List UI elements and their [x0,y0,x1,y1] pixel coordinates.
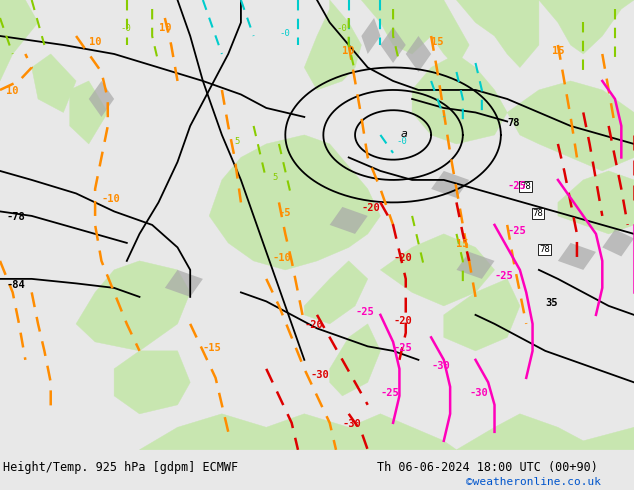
Text: 15: 15 [456,240,469,249]
Polygon shape [431,0,469,68]
Text: Height/Temp. 925 hPa [gdpm] ECMWF: Height/Temp. 925 hPa [gdpm] ECMWF [3,462,238,474]
Polygon shape [431,171,469,198]
Polygon shape [330,207,368,234]
Polygon shape [209,135,380,270]
Text: 78: 78 [533,209,543,218]
Text: -25: -25 [355,307,374,317]
Polygon shape [456,414,634,450]
Polygon shape [165,270,203,297]
Text: Th 06-06-2024 18:00 UTC (00+90): Th 06-06-2024 18:00 UTC (00+90) [377,462,598,474]
Text: -20: -20 [304,320,323,330]
Polygon shape [304,261,368,324]
Text: -25: -25 [507,181,526,191]
Polygon shape [412,54,507,144]
Polygon shape [361,18,380,54]
Polygon shape [361,0,444,54]
Polygon shape [330,324,380,396]
Text: -0: -0 [279,29,290,38]
Polygon shape [380,27,406,63]
Text: 78: 78 [520,182,531,191]
Text: -15: -15 [203,343,222,353]
Polygon shape [89,81,114,117]
Text: a: a [401,129,408,139]
Polygon shape [0,0,38,81]
Text: -78: -78 [6,212,25,222]
Polygon shape [456,0,539,68]
Polygon shape [444,279,520,351]
Text: -20: -20 [393,316,412,326]
Text: 10: 10 [6,86,19,97]
Polygon shape [304,0,361,90]
Polygon shape [32,54,76,113]
Polygon shape [0,0,19,45]
Text: -20: -20 [393,253,412,263]
Text: 10: 10 [158,24,171,33]
Polygon shape [406,36,431,72]
Polygon shape [139,414,456,450]
Text: -30: -30 [342,419,361,429]
Text: 35: 35 [545,298,558,308]
Text: 15: 15 [552,46,564,56]
Polygon shape [602,229,634,256]
Text: ©weatheronline.co.uk: ©weatheronline.co.uk [466,477,601,487]
Text: -30: -30 [431,361,450,371]
Text: 78: 78 [539,245,550,254]
Polygon shape [380,234,495,306]
Polygon shape [76,261,190,351]
Text: -25: -25 [495,271,514,281]
Text: 5: 5 [273,173,278,182]
Text: -10: -10 [101,195,120,204]
Text: -0: -0 [396,137,407,146]
Polygon shape [558,243,596,270]
Text: 5: 5 [235,137,240,146]
Text: -0: -0 [336,24,347,33]
Text: -25: -25 [393,343,412,353]
Text: -0: -0 [120,24,131,33]
Polygon shape [70,81,108,144]
Polygon shape [558,171,634,234]
Polygon shape [539,0,634,54]
Text: 15: 15 [431,37,444,47]
Text: -84: -84 [6,280,25,290]
Text: -10: -10 [273,253,292,263]
Text: -25: -25 [380,388,399,398]
Text: 78: 78 [507,118,520,128]
Text: 10: 10 [342,46,355,56]
Text: -25: -25 [507,226,526,236]
Text: 10: 10 [89,37,101,47]
Text: -5: -5 [279,208,292,218]
Text: -30: -30 [469,388,488,398]
Text: -30: -30 [311,370,330,380]
Text: -20: -20 [361,203,380,214]
Polygon shape [456,252,495,279]
Polygon shape [507,81,634,171]
Polygon shape [114,351,190,414]
